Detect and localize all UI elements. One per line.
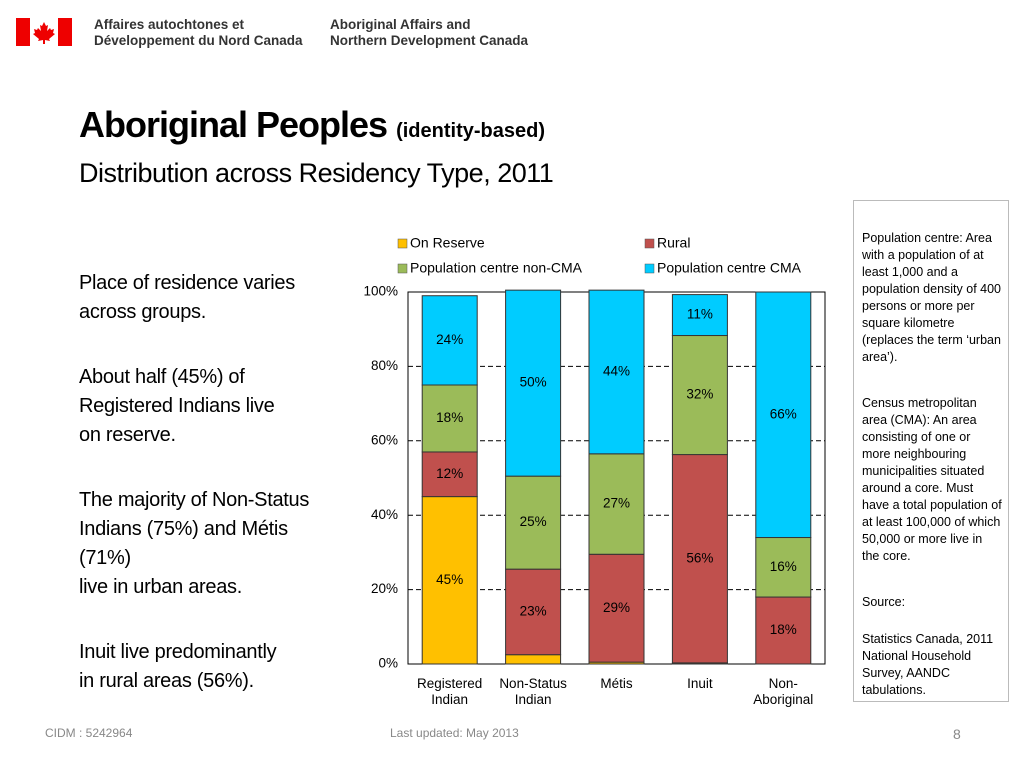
bar-segment <box>505 568 562 656</box>
x-tick-label: Registered Indian <box>417 676 483 707</box>
legend-swatch <box>644 263 655 274</box>
y-tick-label: 60% <box>371 432 398 447</box>
note: Population centre: Area with a populatio… <box>862 231 1001 364</box>
y-tick-label: 40% <box>371 507 398 522</box>
value-label: 56% <box>686 550 713 565</box>
chart: 0% 20% 40% 60% 80% 100% On Reserve Rural Populat… <box>363 235 826 671</box>
value-label: 18% <box>436 410 463 425</box>
bar-segment <box>505 654 562 665</box>
legend-label: On Reserve <box>410 235 485 251</box>
note: Source: <box>862 595 906 609</box>
bar-segment <box>421 496 478 665</box>
header-english: Aboriginal Affairs and Northern Developm… <box>330 17 529 48</box>
value-label: 50% <box>520 375 547 390</box>
value-label: 66% <box>770 406 797 421</box>
bullet: Place of residence varies across groups. <box>79 272 295 323</box>
bullet: Inuit live predominantly in rural areas … <box>79 641 277 692</box>
page-number: 8 <box>953 726 961 742</box>
y-tick-label: 20% <box>371 581 398 596</box>
subtitle: Distribution across Residency Type, 2011 <box>79 158 554 188</box>
footer-id: CIDM : 5242964 <box>45 726 133 740</box>
legend-label: Population centre non-CMA <box>410 260 583 276</box>
x-tick-label: Non- Aboriginal <box>753 676 814 707</box>
y-tick-label: 0% <box>378 656 398 671</box>
value-label: 45% <box>436 572 463 587</box>
flag <box>16 18 72 46</box>
bar-segment <box>671 294 728 337</box>
bullet: The majority of Non-Status Indians (75%)… <box>79 489 310 598</box>
value-label: 44% <box>603 364 630 379</box>
bar-segment <box>421 451 478 498</box>
value-label: 12% <box>436 466 463 481</box>
title-main: Aboriginal Peoples <box>79 104 388 145</box>
legend-swatch <box>644 238 655 249</box>
x-tick-label: Inuit <box>687 676 713 691</box>
bar-segment <box>671 454 728 664</box>
legend-swatch <box>397 263 408 274</box>
bar-segment <box>588 289 645 455</box>
y-tick-label: 80% <box>371 358 398 373</box>
value-label: 25% <box>520 514 547 529</box>
value-label: 24% <box>436 332 463 347</box>
bar-segment <box>671 335 728 456</box>
x-tick-label: Non-Status Indian <box>499 676 567 707</box>
value-label: 27% <box>603 496 630 511</box>
legend-swatch <box>397 238 408 249</box>
title: Aboriginal Peoples (identity-based) <box>79 104 545 146</box>
y-tick-label: 100% <box>363 284 398 299</box>
bar-segment <box>421 384 478 453</box>
note: Statistics Canada, 2011 National Househo… <box>862 632 994 697</box>
value-label: 11% <box>687 307 713 322</box>
value-label: 23% <box>520 603 547 618</box>
footer-date: Last updated: May 2013 <box>390 726 519 740</box>
bullet: About half (45%) of Registered Indians l… <box>79 366 275 446</box>
header-french: Affaires autochtones et Développement du… <box>94 17 303 48</box>
bar-segment <box>421 295 478 386</box>
bar-segment <box>755 291 812 539</box>
title-note: (identity-based) <box>396 120 545 142</box>
value-label: 32% <box>686 387 713 402</box>
value-label: 16% <box>770 559 797 574</box>
x-tick-label: Métis <box>600 676 633 691</box>
bar-segment <box>755 596 812 665</box>
value-label: 29% <box>603 600 630 615</box>
legend-label: Rural <box>657 235 690 251</box>
sidebar: Population centre: Area with a populatio… <box>853 200 1009 702</box>
value-label: 18% <box>770 622 797 637</box>
legend-label: Population centre CMA <box>657 260 802 276</box>
bar-segment <box>588 453 645 555</box>
note: Census metropolitan area (CMA): An area … <box>862 396 1002 563</box>
bar-segment <box>588 553 645 663</box>
bullets: Place of residence varies across groups.… <box>79 240 349 732</box>
bar-segment <box>505 289 562 477</box>
